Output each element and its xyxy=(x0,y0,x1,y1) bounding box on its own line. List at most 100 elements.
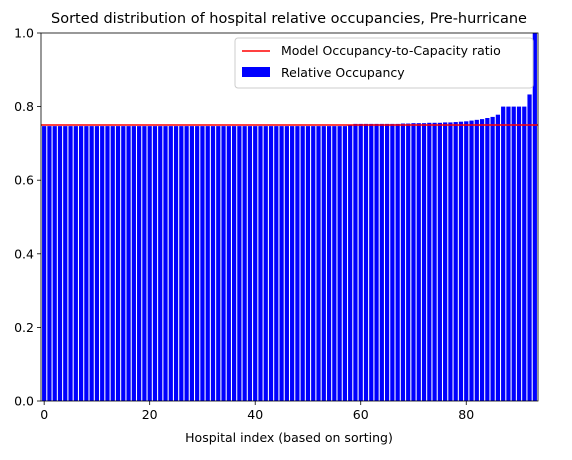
bar xyxy=(84,126,89,401)
bar xyxy=(242,126,247,401)
bar xyxy=(268,126,274,401)
bar xyxy=(485,118,490,402)
bar xyxy=(94,126,100,401)
legend: Model Occupancy-to-Capacity ratio Relati… xyxy=(234,37,534,89)
bar xyxy=(263,126,268,401)
bar xyxy=(78,126,84,401)
x-tick-label: 0 xyxy=(40,407,48,422)
bar xyxy=(68,126,73,401)
bar xyxy=(147,126,152,401)
axes-frame xyxy=(40,32,539,402)
bar xyxy=(279,126,284,401)
bar xyxy=(290,126,295,401)
x-ticks-group: 0 20 40 60 80 xyxy=(40,401,474,422)
bar xyxy=(469,120,474,402)
bar xyxy=(110,126,115,401)
x-tick-label: 60 xyxy=(353,407,369,422)
bar xyxy=(205,126,210,401)
bar xyxy=(474,119,479,402)
bar xyxy=(216,126,221,401)
x-tick-label: 40 xyxy=(247,407,263,422)
bar xyxy=(416,123,421,401)
bar xyxy=(189,126,195,401)
bar xyxy=(479,119,485,401)
bar xyxy=(126,126,131,401)
y-tick-label: 0.0 xyxy=(14,394,34,409)
bar xyxy=(501,106,506,401)
legend-bar-swatch xyxy=(242,67,270,77)
bar xyxy=(237,126,242,401)
bar xyxy=(511,106,516,401)
bar xyxy=(369,123,374,402)
bar xyxy=(221,126,226,401)
bar xyxy=(353,123,358,402)
bar xyxy=(226,126,231,401)
bar xyxy=(321,126,326,401)
bar xyxy=(448,122,453,401)
bar xyxy=(137,126,142,401)
bar xyxy=(152,126,158,401)
bar xyxy=(337,126,342,401)
bar xyxy=(437,122,442,402)
y-tick-label: 0.8 xyxy=(14,99,34,114)
x-tick-label: 20 xyxy=(142,407,158,422)
bar xyxy=(231,126,237,401)
y-tick-label: 1.0 xyxy=(14,26,34,41)
bar xyxy=(247,126,253,401)
bar xyxy=(305,126,311,401)
y-tick-label: 0.4 xyxy=(14,246,34,261)
bar xyxy=(258,126,263,401)
bar xyxy=(210,126,216,401)
bar xyxy=(63,126,68,401)
bar xyxy=(311,126,316,401)
bar xyxy=(532,33,537,401)
bar xyxy=(506,106,511,401)
x-axis-label: Hospital index (based on sorting) xyxy=(185,430,393,445)
bar xyxy=(200,126,205,401)
bar xyxy=(179,126,184,401)
bar xyxy=(121,126,126,401)
bar xyxy=(326,126,332,401)
bar xyxy=(400,123,406,401)
bar xyxy=(358,123,363,402)
bar xyxy=(443,122,448,401)
bar xyxy=(42,126,47,401)
bar xyxy=(295,126,300,401)
bar xyxy=(332,126,337,401)
bar xyxy=(274,126,279,401)
legend-frame xyxy=(234,37,534,89)
bar xyxy=(464,121,469,401)
bar xyxy=(421,123,427,401)
bar xyxy=(100,126,105,401)
y-tick-label: 0.2 xyxy=(14,320,34,335)
bar xyxy=(342,126,348,401)
x-tick-label: 80 xyxy=(458,407,474,422)
bar xyxy=(316,126,321,401)
bar xyxy=(390,123,395,402)
bar xyxy=(131,126,136,401)
bar xyxy=(173,126,179,401)
axes-group xyxy=(40,32,539,402)
bar xyxy=(406,123,411,401)
bar xyxy=(432,122,437,402)
bar xyxy=(184,126,189,401)
bar xyxy=(57,126,63,401)
bar xyxy=(411,123,416,401)
bar xyxy=(284,126,289,401)
bar xyxy=(379,123,384,402)
y-tick-label: 0.6 xyxy=(14,173,34,188)
bar xyxy=(384,123,390,402)
bar xyxy=(105,126,110,401)
bar xyxy=(458,121,464,402)
bar xyxy=(374,123,379,402)
bar xyxy=(300,126,305,401)
bar xyxy=(195,126,200,401)
bar xyxy=(453,122,458,401)
legend-label-reference-line: Model Occupancy-to-Capacity ratio xyxy=(281,43,501,58)
legend-label-bar-series: Relative Occupancy xyxy=(281,65,405,80)
bar xyxy=(115,126,121,401)
bars-group xyxy=(42,33,537,402)
bar xyxy=(516,106,522,401)
bar xyxy=(348,125,353,401)
bar xyxy=(73,126,78,401)
